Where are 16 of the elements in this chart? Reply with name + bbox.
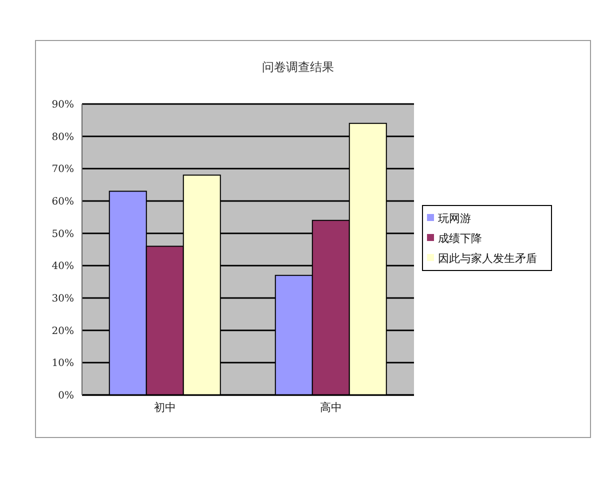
- x-tick-label: 高中: [320, 400, 342, 414]
- y-tick-label: 30%: [52, 294, 74, 305]
- x-tick-label: 初中: [154, 400, 176, 414]
- y-tick-label: 50%: [52, 228, 74, 240]
- y-tick-label: 10%: [52, 358, 74, 370]
- y-tick-label: 20%: [52, 326, 74, 337]
- chart-title: 问卷调查结果: [261, 59, 335, 76]
- legend-label: 因此与家人发生矛盾: [438, 252, 537, 265]
- y-tick-label: 70%: [52, 164, 74, 176]
- y-tick-label: 80%: [52, 132, 74, 143]
- y-tick-label: 90%: [52, 100, 74, 111]
- y-tick-label: 60%: [52, 196, 74, 208]
- y-tick-label: 40%: [52, 261, 74, 272]
- legend-label: 成绩下降: [438, 232, 482, 245]
- legend-label: 玩网游: [438, 212, 471, 225]
- y-tick-label: 0%: [58, 390, 74, 402]
